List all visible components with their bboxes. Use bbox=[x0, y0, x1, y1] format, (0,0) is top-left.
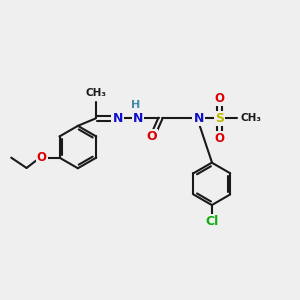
Text: O: O bbox=[215, 92, 225, 105]
Text: N: N bbox=[112, 112, 123, 125]
Text: CH₃: CH₃ bbox=[85, 88, 106, 98]
Text: O: O bbox=[37, 151, 47, 164]
Text: H: H bbox=[131, 100, 140, 110]
Text: CH₃: CH₃ bbox=[240, 113, 261, 124]
Text: N: N bbox=[194, 112, 204, 125]
Text: Cl: Cl bbox=[205, 215, 218, 228]
Text: N: N bbox=[133, 112, 143, 125]
Text: O: O bbox=[215, 132, 225, 145]
Text: O: O bbox=[147, 130, 158, 143]
Text: S: S bbox=[215, 112, 224, 125]
